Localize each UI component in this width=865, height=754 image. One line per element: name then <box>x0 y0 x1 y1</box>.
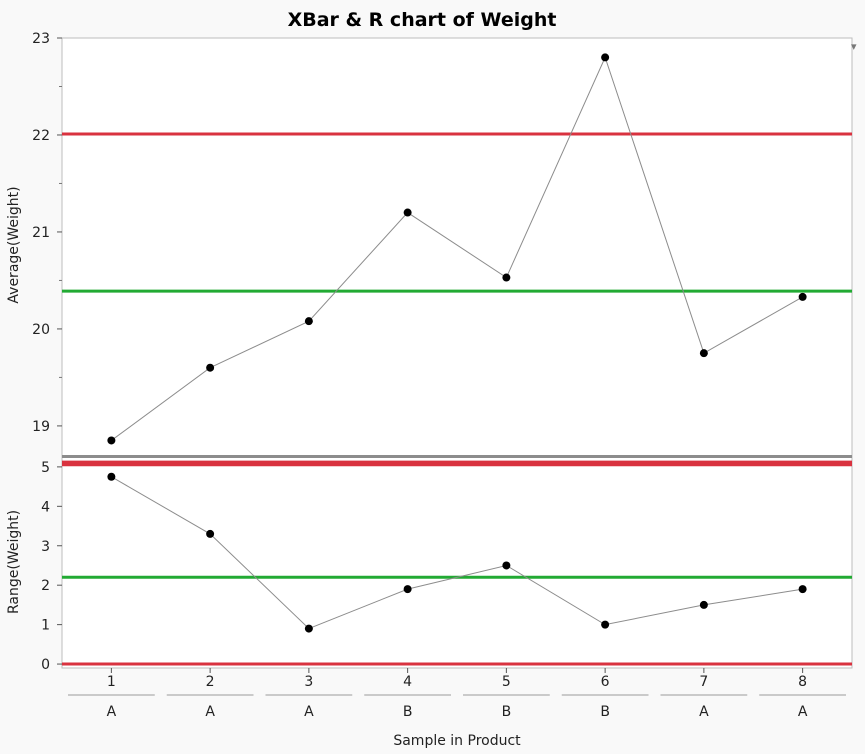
data-point[interactable] <box>206 363 215 372</box>
data-point[interactable] <box>304 624 313 633</box>
x-tick-label: 4 <box>403 674 412 690</box>
data-point[interactable] <box>206 529 215 538</box>
y-tick-label: 22 <box>32 128 50 144</box>
plot-frame <box>61 37 853 669</box>
y-tick-label: 4 <box>41 499 50 515</box>
series-line <box>111 476 803 630</box>
data-point[interactable] <box>304 317 313 326</box>
x-tick-label: 6 <box>601 674 610 690</box>
top-y-axis-label: Average(Weight) <box>6 186 22 303</box>
y-tick-label: 5 <box>41 460 50 476</box>
bottom-y-axis-label: Range(Weight) <box>6 510 22 614</box>
x-tick-label: 3 <box>304 674 313 690</box>
y-tick-label: 19 <box>32 419 50 435</box>
series-line <box>111 56 803 441</box>
data-point[interactable] <box>107 472 116 481</box>
group-label: A <box>699 704 709 720</box>
data-point[interactable] <box>502 273 511 282</box>
group-label: B <box>403 704 413 720</box>
x-tick-label: 1 <box>107 674 116 690</box>
y-tick-label: 21 <box>32 225 50 241</box>
y-tick-label: 3 <box>41 539 50 555</box>
x-tick-label: 2 <box>206 674 215 690</box>
panel-menu-icon[interactable]: ▾ <box>851 40 857 53</box>
group-label: A <box>798 704 808 720</box>
x-axis-label: Sample in Product <box>393 733 521 749</box>
data-point[interactable] <box>798 585 807 594</box>
y-tick-label: 1 <box>41 618 50 634</box>
data-point[interactable] <box>601 620 610 629</box>
y-tick-label: 23 <box>32 31 50 47</box>
group-label: B <box>502 704 512 720</box>
y-tick-label: 2 <box>41 578 50 594</box>
range-panel: 0 1 2 3 4 5 <box>41 460 852 673</box>
x-axis: 1 A 2 A 3 A 4 B 5 B 6 B 7 A 8 A <box>68 668 846 720</box>
y-tick-label: 0 <box>41 657 50 673</box>
group-label: A <box>205 704 215 720</box>
group-label: A <box>304 704 314 720</box>
data-point[interactable] <box>601 53 610 62</box>
x-tick-label: 8 <box>798 674 807 690</box>
x-tick-label: 7 <box>699 674 708 690</box>
group-label: A <box>107 704 117 720</box>
data-point[interactable] <box>502 561 511 570</box>
data-point[interactable] <box>403 585 412 594</box>
y-tick-label: 20 <box>32 322 50 338</box>
average-panel: 19 20 21 22 23 <box>32 31 852 467</box>
data-point[interactable] <box>107 436 116 445</box>
data-point[interactable] <box>403 208 412 217</box>
data-point[interactable] <box>699 349 708 358</box>
data-point[interactable] <box>699 600 708 609</box>
group-label: B <box>600 704 610 720</box>
data-point[interactable] <box>798 292 807 301</box>
x-tick-label: 5 <box>502 674 511 690</box>
chart-title: XBar & R chart of Weight <box>288 9 557 31</box>
